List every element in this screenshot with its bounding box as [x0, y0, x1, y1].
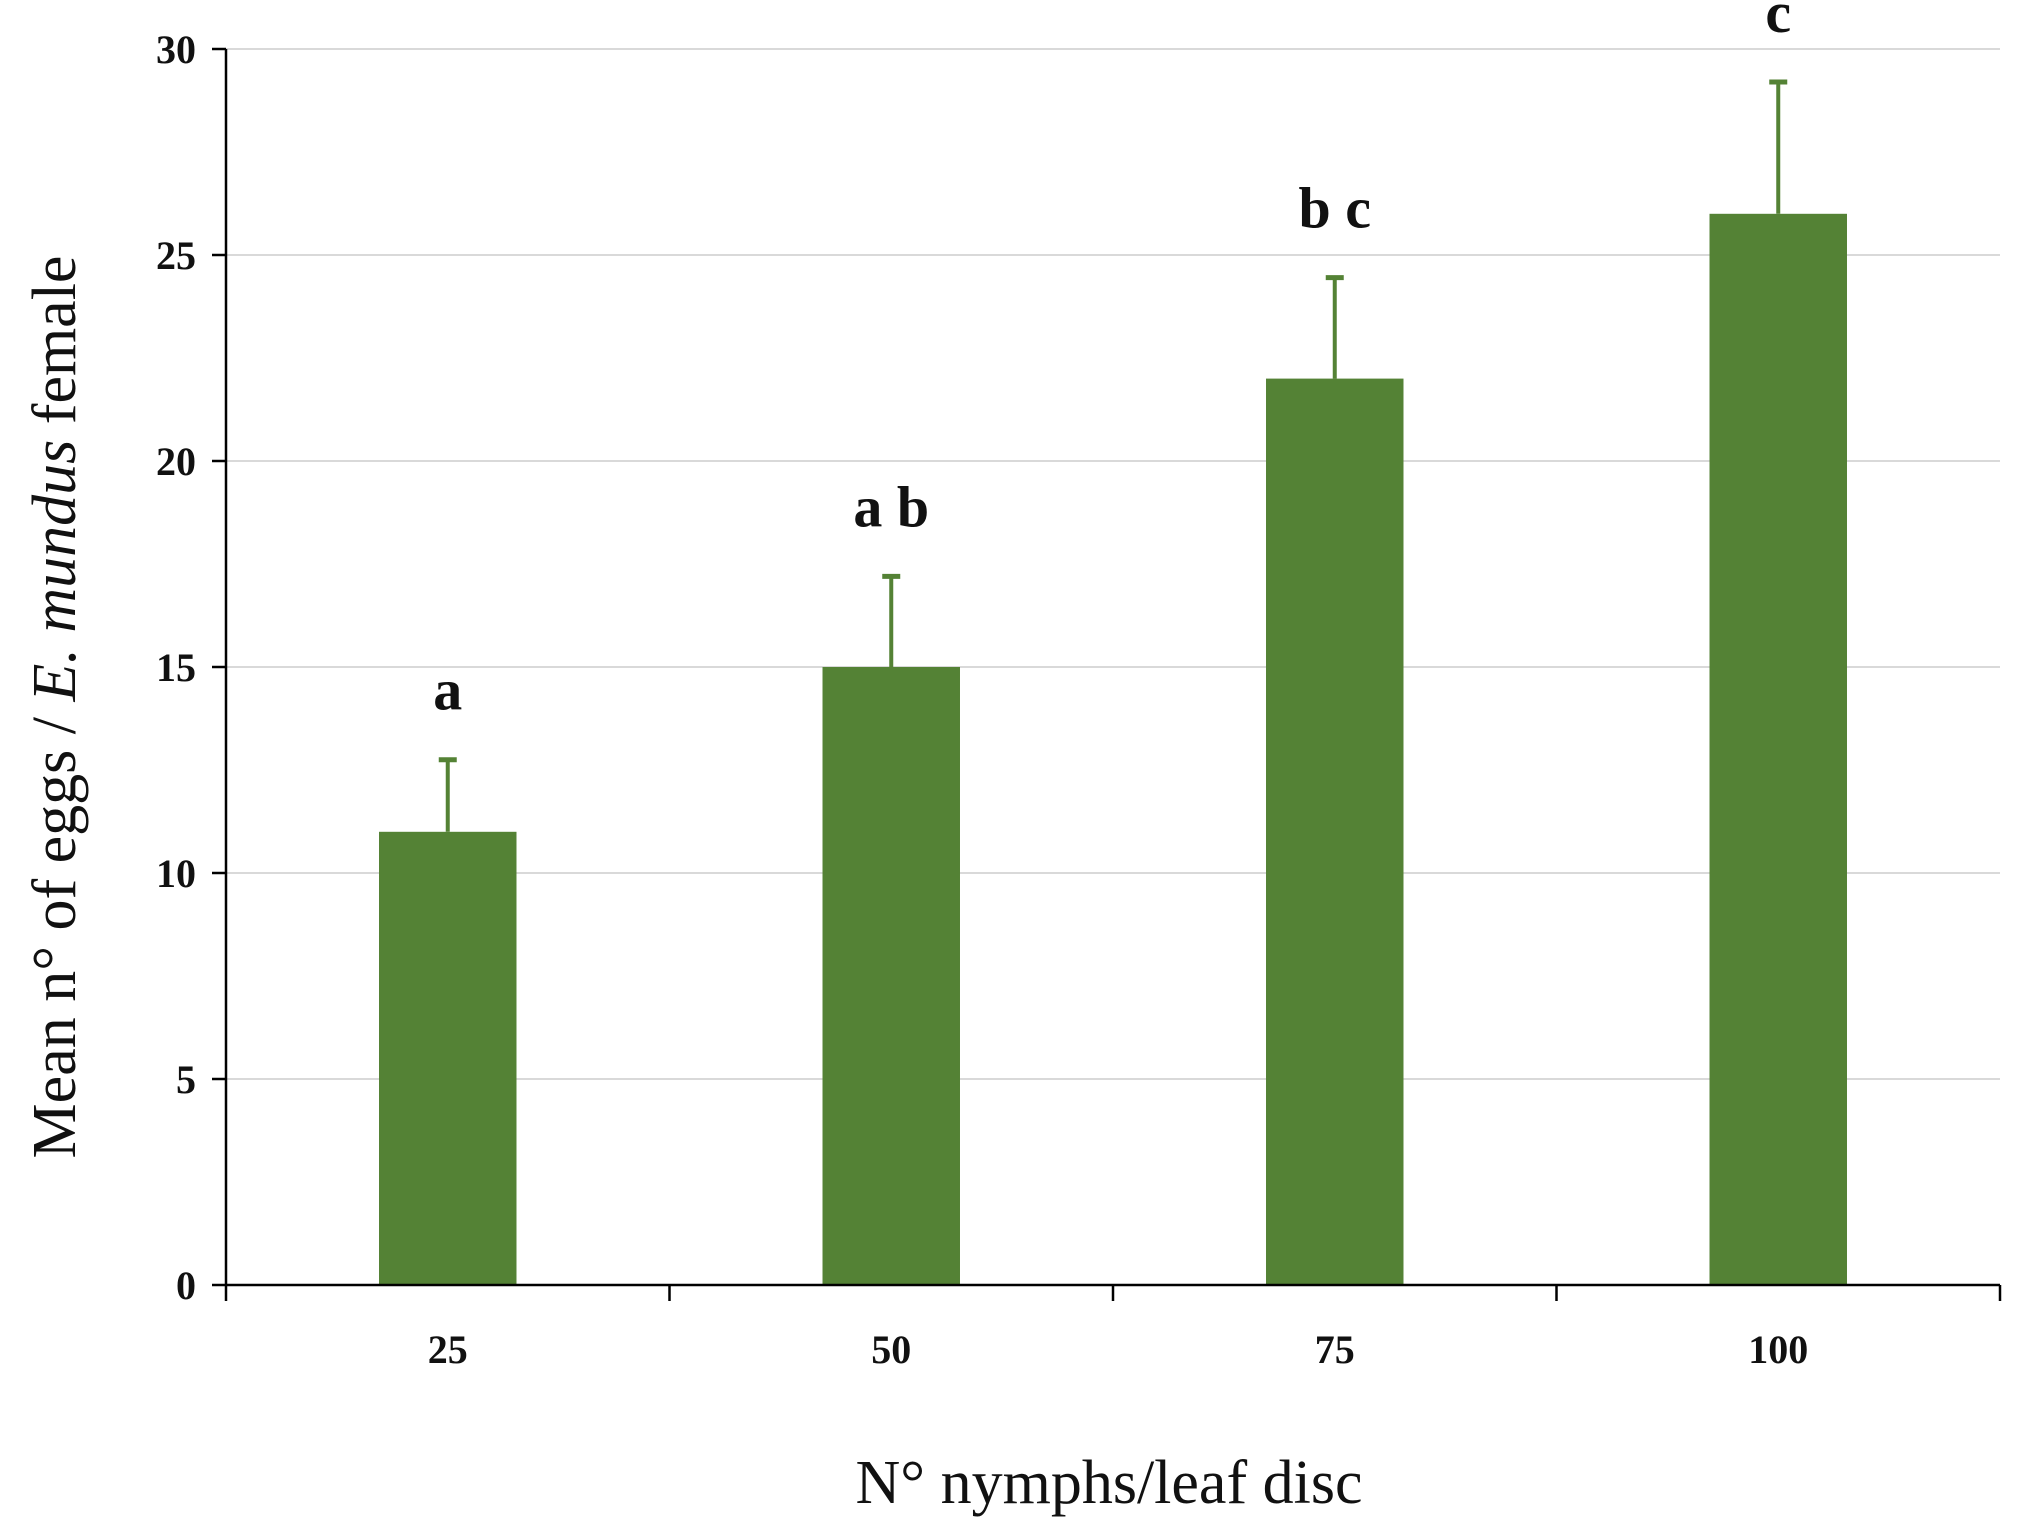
significance-label-75: b c	[1299, 176, 1372, 241]
bar-100	[1709, 213, 1847, 1285]
bars	[379, 79, 1847, 1286]
y-tick-label-10: 10	[156, 851, 196, 896]
y-axis-title-italic: E. mundus	[21, 440, 89, 703]
x-axis-title: N° nymphs/leaf disc	[856, 1449, 1363, 1517]
y-axis-title-prefix: Mean n° of eggs /	[21, 701, 89, 1158]
labels: 0 5 10 15 20 25 30 a 25 a b 50 b c 75 c 100	[156, 0, 1808, 1372]
significance-label-25: a	[433, 658, 462, 723]
y-tick-label-20: 20	[156, 439, 196, 484]
y-tick-label-5: 5	[176, 1057, 196, 1102]
bar-50	[822, 667, 960, 1285]
x-tick-label-75: 75	[1315, 1327, 1355, 1372]
y-axis-title-suffix: female	[21, 256, 89, 440]
bar-75	[1266, 378, 1404, 1286]
significance-label-100: c	[1765, 0, 1791, 45]
gridlines	[226, 48, 2000, 1080]
y-tick-label-15: 15	[156, 645, 196, 690]
bar-25	[379, 831, 517, 1285]
significance-label-50: a b	[853, 474, 929, 539]
x-tick-label-50: 50	[871, 1327, 911, 1372]
x-tick-label-25: 25	[428, 1327, 468, 1372]
x-tick-label-100: 100	[1748, 1327, 1808, 1372]
axes	[212, 47, 2002, 1301]
y-tick-label-0: 0	[176, 1263, 196, 1308]
y-tick-label-30: 30	[156, 27, 196, 72]
y-axis-title: Mean n° of eggs / E. mundus female	[21, 256, 89, 1159]
y-tick-label-25: 25	[156, 233, 196, 278]
